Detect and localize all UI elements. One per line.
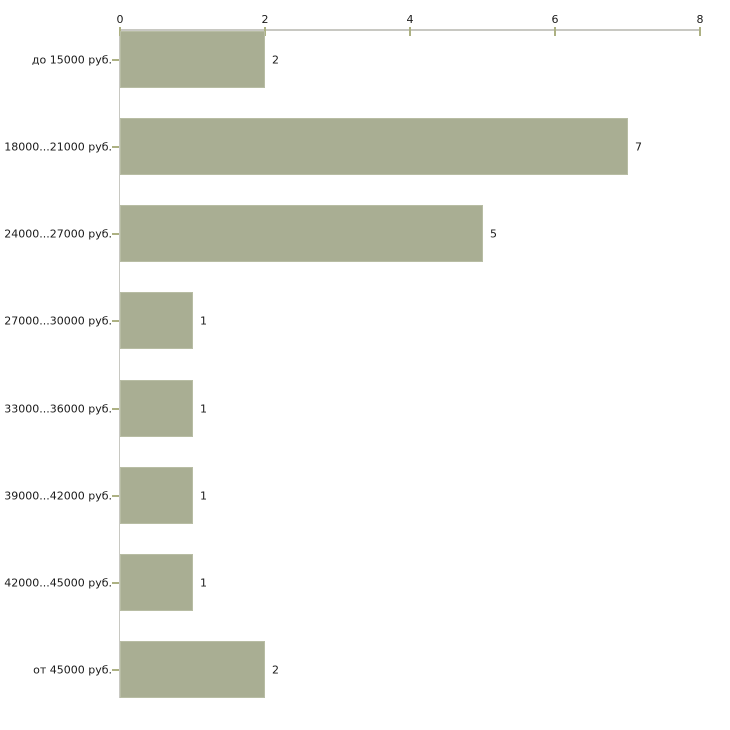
bar	[120, 467, 193, 524]
category-tick-mark	[112, 59, 119, 61]
category-label: 24000...27000 руб.	[4, 227, 112, 240]
bar-value-label: 1	[200, 402, 207, 415]
bar	[120, 31, 265, 88]
x-axis-tick-mark	[264, 27, 266, 36]
bar	[120, 292, 193, 349]
category-label: до 15000 руб.	[31, 53, 112, 66]
category-tick-mark	[112, 495, 119, 497]
bar-value-label: 5	[490, 227, 497, 240]
bar-value-label: 7	[635, 140, 642, 153]
x-axis-tick-label: 6	[551, 13, 559, 26]
bar	[120, 118, 628, 175]
bar-value-label: 2	[272, 663, 279, 676]
bar	[120, 205, 483, 262]
bar	[120, 380, 193, 437]
category-label: 18000...21000 руб.	[4, 140, 112, 153]
x-axis-tick-label: 8	[696, 13, 704, 26]
category-label: 27000...30000 руб.	[4, 314, 112, 327]
bar-value-label: 1	[200, 314, 207, 327]
x-axis-tick-label: 4	[406, 13, 414, 26]
x-axis-tick-mark	[554, 27, 556, 36]
bar-value-label: 1	[200, 576, 207, 589]
x-axis-tick-mark	[409, 27, 411, 36]
category-label: 42000...45000 руб.	[4, 576, 112, 589]
y-axis-line	[119, 29, 120, 698]
bar	[120, 554, 193, 611]
x-axis-tick-label: 2	[261, 13, 269, 26]
category-label: 39000...42000 руб.	[4, 489, 112, 502]
category-tick-mark	[112, 320, 119, 322]
category-tick-mark	[112, 582, 119, 584]
x-axis-tick-label: 0	[116, 13, 124, 26]
bar-value-label: 1	[200, 489, 207, 502]
category-label: от 45000 руб.	[33, 663, 112, 676]
category-tick-mark	[112, 669, 119, 671]
category-tick-mark	[112, 408, 119, 410]
category-label: 33000...36000 руб.	[4, 402, 112, 415]
bar-value-label: 2	[272, 53, 279, 66]
category-tick-mark	[112, 233, 119, 235]
x-axis-tick-mark	[699, 27, 701, 36]
bar	[120, 641, 265, 698]
category-tick-mark	[112, 146, 119, 148]
